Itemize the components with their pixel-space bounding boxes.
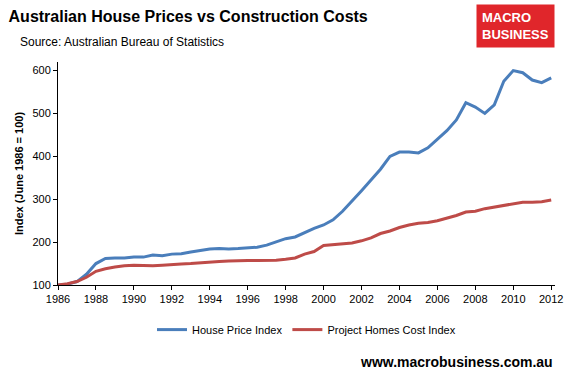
- svg-text:Project Homes Cost Index: Project Homes Cost Index: [327, 324, 455, 336]
- svg-text:1996: 1996: [235, 293, 259, 305]
- svg-text:Index (June 1986 = 100): Index (June 1986 = 100): [13, 112, 25, 236]
- svg-text:300: 300: [32, 193, 50, 205]
- svg-text:200: 200: [32, 236, 50, 248]
- svg-text:500: 500: [32, 107, 50, 119]
- svg-text:1994: 1994: [198, 293, 222, 305]
- svg-text:1998: 1998: [273, 293, 297, 305]
- svg-text:1988: 1988: [84, 293, 108, 305]
- svg-text:1990: 1990: [122, 293, 146, 305]
- svg-text:www.macrobusiness.com.au: www.macrobusiness.com.au: [360, 354, 553, 370]
- svg-text:MACROBUSINESS: MACROBUSINESS: [482, 10, 549, 42]
- svg-text:2008: 2008: [463, 293, 487, 305]
- svg-text:2002: 2002: [349, 293, 373, 305]
- svg-text:2006: 2006: [425, 293, 449, 305]
- svg-text:1986: 1986: [46, 293, 70, 305]
- svg-text:2004: 2004: [387, 293, 411, 305]
- svg-text:House Price Index: House Price Index: [192, 324, 282, 336]
- svg-text:1992: 1992: [160, 293, 184, 305]
- svg-text:Australian House Prices vs Con: Australian House Prices vs Construction …: [9, 8, 368, 25]
- svg-text:400: 400: [32, 150, 50, 162]
- svg-text:Source: Australian Bureau of S: Source: Australian Bureau of Statistics: [20, 35, 224, 49]
- svg-text:100: 100: [32, 279, 50, 291]
- svg-text:2012: 2012: [539, 293, 563, 305]
- svg-text:600: 600: [32, 64, 50, 76]
- svg-text:2010: 2010: [501, 293, 525, 305]
- svg-text:2000: 2000: [311, 293, 335, 305]
